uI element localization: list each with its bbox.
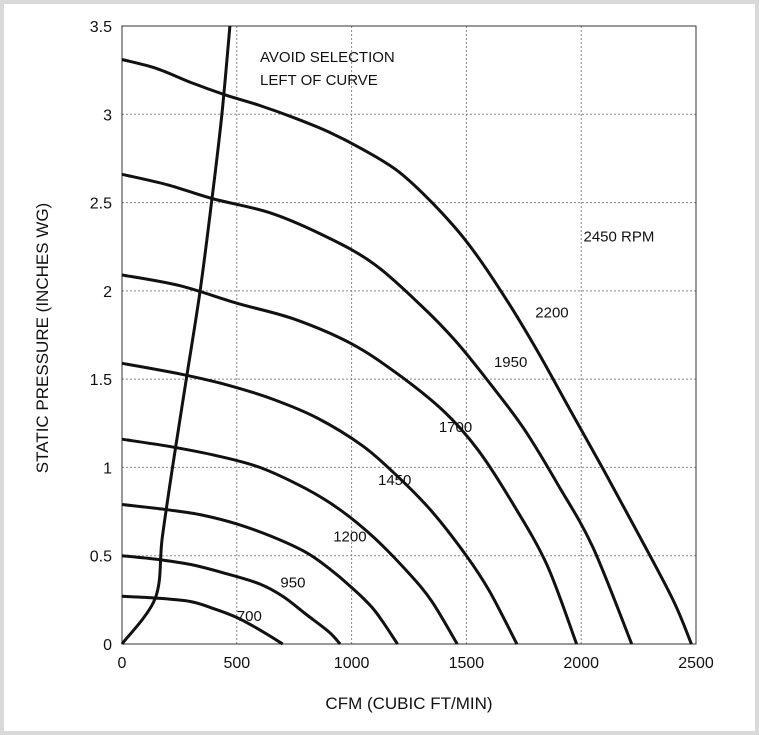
rpm-curve-1200 bbox=[121, 503, 399, 645]
y-axis-title: STATIC PRESSURE (INCHES WG) bbox=[33, 203, 52, 473]
x-axis-title: CFM (CUBIC FT/MIN) bbox=[325, 694, 492, 713]
chart-frame: 0 500 1000 1500 2000 2500 0 0.5 1 1.5 2 2.5 3 3.5 70… bbox=[4, 4, 755, 731]
x-tick-labels: 0 500 1000 1500 2000 2500 bbox=[118, 655, 714, 672]
rpm-curve-950 bbox=[121, 554, 342, 646]
y-tick-label: 3.5 bbox=[90, 19, 112, 36]
rpm-curve-1450 bbox=[121, 437, 459, 645]
rpm-curve-label: 2200 bbox=[535, 304, 568, 321]
rpm-curve-1700 bbox=[121, 361, 519, 645]
x-tick-label: 2000 bbox=[563, 655, 599, 672]
rpm-curve-2200 bbox=[121, 172, 634, 645]
rpm-curve-label: 1450 bbox=[378, 472, 411, 489]
y-tick-label: 3 bbox=[103, 107, 112, 124]
plot-border bbox=[121, 25, 697, 645]
rpm-curve-labels: 700 950 1200 1450 1700 1950 2200 2450 RPM bbox=[237, 228, 655, 625]
y-tick-label: 2.5 bbox=[90, 196, 112, 213]
y-tick-label: 2 bbox=[103, 284, 112, 301]
x-tick-label: 0 bbox=[118, 655, 127, 672]
y-tick-label: 1 bbox=[103, 460, 112, 477]
annotation-line-2: LEFT OF CURVE bbox=[260, 72, 378, 89]
rpm-curve-label: 2450 RPM bbox=[583, 228, 654, 245]
x-tick-label: 1500 bbox=[449, 655, 485, 672]
avoid-selection-boundary-curve bbox=[120, 25, 232, 645]
annotation-line-1: AVOID SELECTION bbox=[260, 49, 395, 66]
axes bbox=[121, 25, 697, 645]
rpm-curve-label: 1200 bbox=[333, 529, 366, 546]
rpm-curve-label: 1700 bbox=[439, 419, 472, 436]
y-tick-label: 0.5 bbox=[90, 549, 112, 566]
rpm-curve-2450-rpm bbox=[121, 58, 693, 645]
y-tick-labels: 0 0.5 1 1.5 2 2.5 3 3.5 bbox=[90, 19, 112, 654]
rpm-curve-label: 1950 bbox=[494, 354, 527, 371]
fan-curve-chart: 0 500 1000 1500 2000 2500 0 0.5 1 1.5 2 2.5 3 3.5 70… bbox=[33, 19, 714, 713]
rpm-curve-label: 700 bbox=[237, 608, 262, 625]
x-tick-label: 1000 bbox=[334, 655, 370, 672]
x-tick-label: 2500 bbox=[678, 655, 714, 672]
x-tick-label: 500 bbox=[223, 655, 250, 672]
rpm-curves bbox=[121, 58, 693, 646]
grid bbox=[121, 25, 697, 645]
y-tick-label: 0 bbox=[103, 637, 112, 654]
y-tick-label: 1.5 bbox=[90, 372, 112, 389]
rpm-curve-1950 bbox=[121, 273, 579, 645]
rpm-curve-label: 950 bbox=[280, 574, 305, 591]
